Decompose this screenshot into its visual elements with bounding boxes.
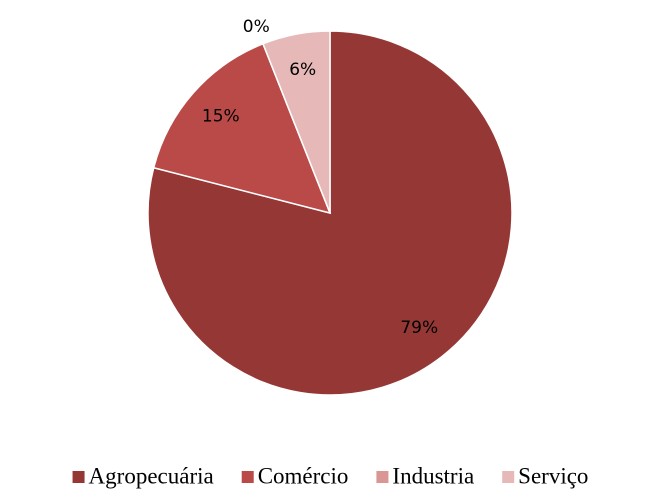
legend-label: Agropecuária: [89, 463, 214, 488]
legend-swatch: [502, 471, 515, 483]
data-label: 0%: [243, 17, 270, 37]
pie-slice: [262, 30, 331, 214]
data-label: 79%: [400, 318, 438, 338]
legend-swatch: [72, 471, 85, 483]
legend-swatch: [241, 471, 254, 483]
legend-label: Comércio: [258, 463, 349, 488]
data-label: 15%: [202, 107, 240, 127]
pie-slice: [152, 42, 332, 215]
legend-label: Industria: [392, 463, 474, 488]
legend-label: Serviço: [518, 463, 588, 488]
data-label: 6%: [289, 60, 316, 80]
legend-swatch: [376, 471, 389, 483]
pie-slice: [147, 30, 513, 396]
